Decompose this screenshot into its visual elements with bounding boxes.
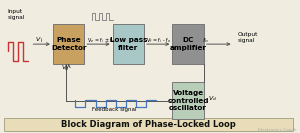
Text: V: V bbox=[36, 37, 40, 42]
Bar bbox=[53, 24, 84, 64]
Text: Electronics Coach: Electronics Coach bbox=[258, 128, 296, 132]
Bar bbox=[4, 119, 293, 131]
Text: V$_e$ = f$_i$ ± f$_o$: V$_e$ = f$_i$ ± f$_o$ bbox=[87, 36, 116, 45]
Text: f$_o$: f$_o$ bbox=[202, 36, 208, 45]
Text: Output
signal: Output signal bbox=[238, 32, 259, 43]
Text: DC
amplifier: DC amplifier bbox=[169, 37, 207, 51]
Text: Low pass
filter: Low pass filter bbox=[110, 37, 147, 51]
Bar bbox=[113, 24, 144, 64]
Text: V$_d$: V$_d$ bbox=[208, 94, 217, 103]
Text: i: i bbox=[40, 38, 42, 43]
Text: Feedback signal: Feedback signal bbox=[92, 107, 136, 112]
Text: Input
signal: Input signal bbox=[7, 9, 25, 20]
Text: V$_f$ = f$_i$ - f$_o$: V$_f$ = f$_i$ - f$_o$ bbox=[146, 36, 172, 45]
Text: o: o bbox=[65, 66, 68, 71]
Text: V: V bbox=[61, 65, 65, 70]
Text: Block Diagram of Phase-Locked Loop: Block Diagram of Phase-Locked Loop bbox=[61, 120, 236, 129]
Text: Voltage
controlled
oscillator: Voltage controlled oscillator bbox=[167, 90, 209, 111]
Bar bbox=[172, 82, 204, 119]
Bar bbox=[172, 24, 204, 64]
Text: Phase
Detector: Phase Detector bbox=[51, 37, 86, 51]
